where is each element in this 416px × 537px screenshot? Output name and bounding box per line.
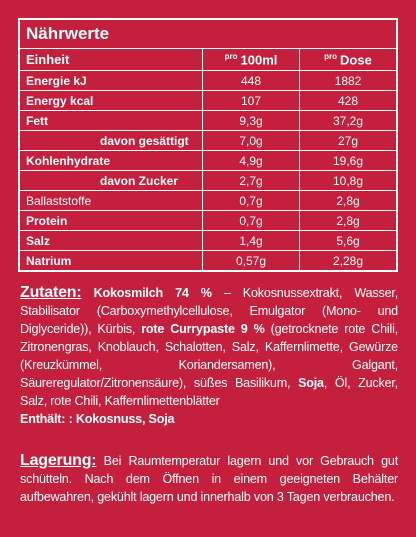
storage-text: Lagerung: Bei Raumtemperatur lagern und … — [20, 452, 398, 506]
ingredient-segment: Soja — [298, 376, 324, 390]
nutrient-value: 4,9g — [202, 150, 300, 171]
nutrient-row: Protein 0,7g 2,8g — [18, 210, 398, 231]
header-row: Einheit pro 100ml pro Dose — [18, 48, 398, 71]
ingredient-segment: Kokosmilch 74 % — [81, 286, 212, 300]
nutrient-label: Natrium — [18, 250, 203, 272]
nutrient-value: 0,7g — [202, 190, 300, 211]
nutrient-value: 2,28g — [299, 250, 398, 272]
nutrient-label: Energy kcal — [18, 90, 203, 111]
nutrient-value: 9,3g — [202, 110, 300, 131]
ingredients-text: Zutaten: Kokosmilch 74 % – Kokosnussextr… — [20, 284, 398, 410]
ingredient-segment: (getrocknete rote Chili, Zitronengras, K… — [20, 322, 398, 390]
nutrient-value: 2,8g — [299, 190, 398, 211]
nutrient-row: Kohlenhydrate 4,9g 19,6g — [18, 150, 398, 171]
nutrient-value: 37,2g — [299, 110, 398, 131]
nutrient-row: Natrium 0,57g 2,28g — [18, 250, 398, 272]
storage-body: Bei Raumtemperatur lagern und vor Gebrau… — [20, 454, 398, 504]
nutrient-value: 0,7g — [202, 210, 300, 231]
nutrient-row: Salz 1,4g 5,6g — [18, 230, 398, 251]
nutrient-row: davon Zucker 2,7g 10,8g — [18, 170, 398, 191]
header-text: 100ml — [240, 52, 278, 68]
nutrient-label: davon gesättigt — [18, 130, 203, 151]
nutrient-value: 1,4g — [202, 230, 300, 251]
nutrient-label: Protein — [18, 210, 203, 231]
ingredients-heading: Zutaten: — [20, 284, 82, 301]
storage-heading: Lagerung: — [20, 452, 97, 469]
nutrient-row: Energy kcal 107 428 — [18, 90, 398, 111]
header-label: Einheit — [18, 48, 203, 71]
nutrient-row: Ballaststoffe 0,7g 2,8g — [18, 190, 398, 211]
nutrient-label: Kohlenhydrate — [18, 150, 203, 171]
header-cell: pro Dose — [299, 48, 398, 71]
storage: Lagerung: Bei Raumtemperatur lagern und … — [20, 452, 398, 506]
ingredient-segment: – Kokosnussextrakt, Wasser, Stabilisator… — [20, 286, 398, 336]
nutrient-value: 448 — [202, 70, 300, 91]
nutrient-value: 2,7g — [202, 170, 300, 191]
nutrient-value: 27g — [299, 130, 398, 151]
nutrition-table: Nährwerte Einheit pro 100ml pro Dose Energie k… — [18, 18, 398, 272]
nutrient-label: davon Zucker — [18, 170, 203, 191]
ingredient-segment: rote Currypaste 9 % — [141, 322, 265, 336]
nutrient-row: Energie kJ 448 1882 — [18, 70, 398, 91]
header-cell: pro 100ml — [202, 48, 300, 71]
nutrient-label: Salz — [18, 230, 203, 251]
nutrient-row: Fett 9,3g 37,2g — [18, 110, 398, 131]
nutrient-value: 107 — [202, 90, 300, 111]
nutrient-value: 10,8g — [299, 170, 398, 191]
nutrient-value: 7,0g — [202, 130, 300, 151]
nutrient-value: 5,6g — [299, 230, 398, 251]
nutrient-value: 19,6g — [299, 150, 398, 171]
table-title: Nährwerte — [18, 18, 398, 49]
header-text: Dose — [340, 52, 372, 68]
ingredients: Zutaten: Kokosmilch 74 % – Kokosnussextr… — [20, 284, 398, 428]
nutrient-label: Ballaststoffe — [18, 190, 203, 211]
title-row: Nährwerte — [18, 18, 398, 49]
nutrient-value: 428 — [299, 90, 398, 111]
header-prefix: pro — [324, 51, 338, 61]
nutrient-row: davon gesättigt 7,0g 27g — [18, 130, 398, 151]
nutrient-label: Fett — [18, 110, 203, 131]
allergens: Enthält: : Kokosnuss, Soja — [20, 412, 175, 426]
nutrient-label: Energie kJ — [18, 70, 203, 91]
nutrient-value: 2,8g — [299, 210, 398, 231]
header-prefix: pro — [224, 51, 238, 61]
ingredient-segment: , Öl, Zucker, Salz, rote Chili, Kaffernl… — [20, 376, 398, 408]
nutrient-value: 0,57g — [202, 250, 300, 272]
nutrient-value: 1882 — [299, 70, 398, 91]
